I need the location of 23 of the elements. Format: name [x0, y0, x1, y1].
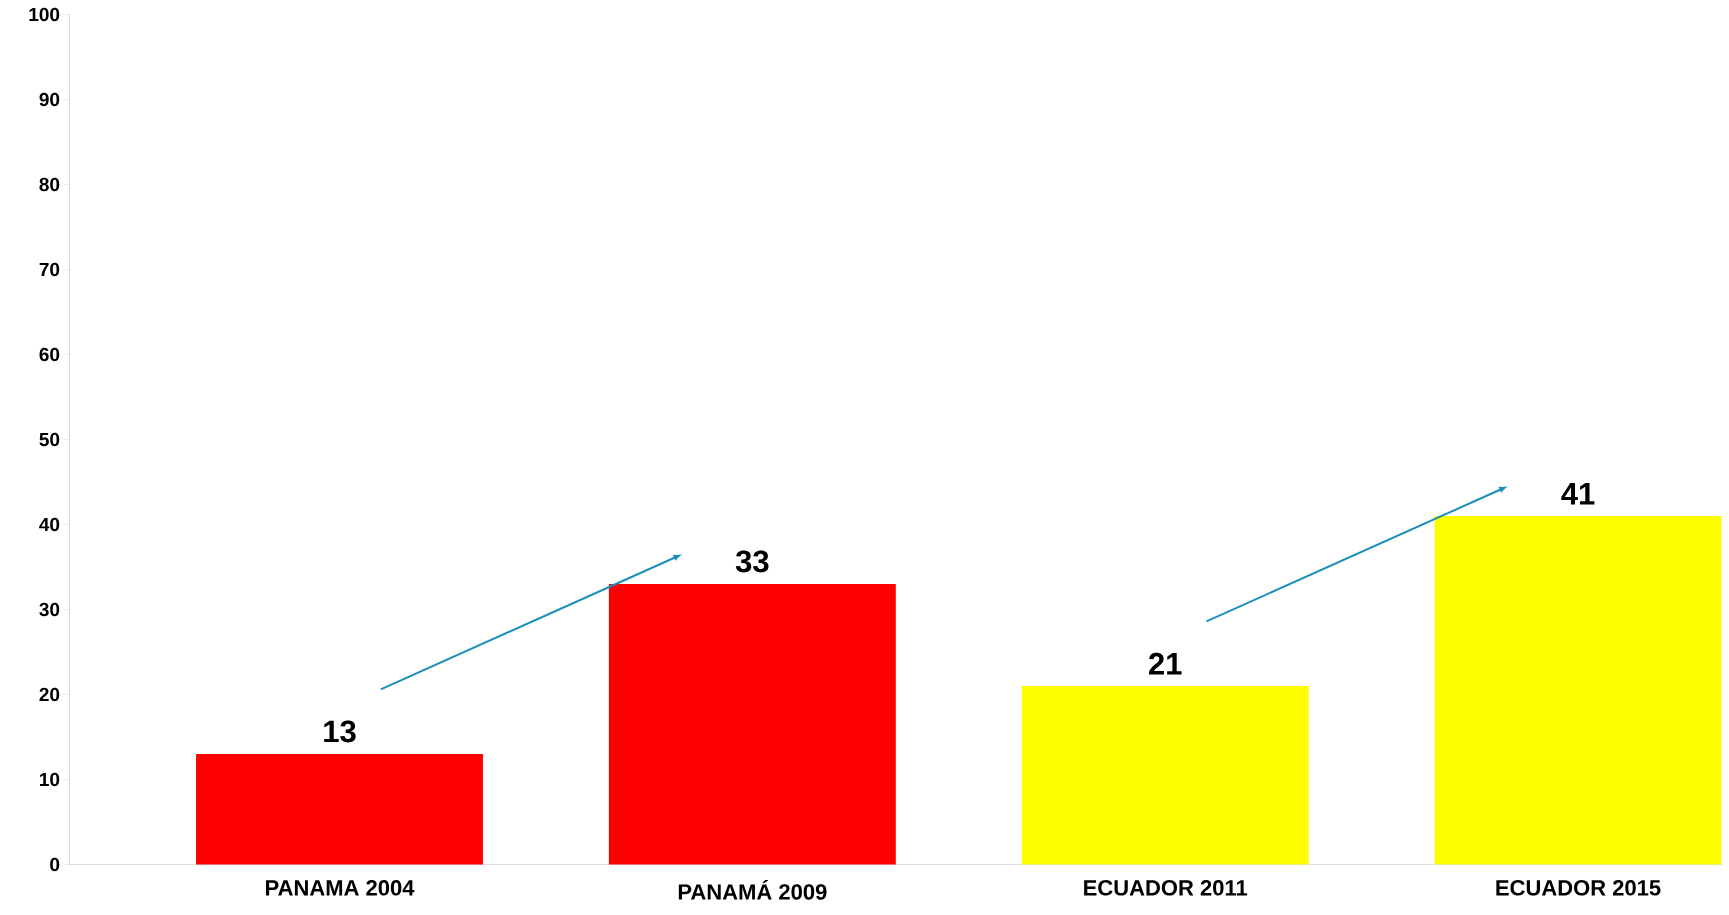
y-tick-label: 30 — [39, 602, 60, 617]
x-tick-label: ECUADOR 2015 — [1496, 880, 1661, 896]
y-tick-label: 100 — [29, 7, 60, 22]
y-tick-label: 40 — [39, 517, 60, 532]
y-tick-label: 10 — [40, 772, 60, 787]
x-tick-label: PANAMÁ 2009 — [678, 880, 827, 900]
x-tick-label: ECUADOR 2011 — [1084, 880, 1248, 896]
bar — [608, 583, 896, 865]
x-tick-label: PANAMA 2004 — [266, 880, 415, 896]
bar — [196, 753, 483, 865]
data-label: 21 — [1149, 652, 1182, 675]
y-tick-label: 90 — [39, 92, 60, 107]
y-tick-label: 20 — [39, 687, 60, 702]
data-label: 13 — [324, 720, 356, 743]
y-tick-label: 80 — [39, 177, 60, 192]
data-label: 33 — [735, 550, 769, 573]
y-tick-label: 50 — [39, 432, 60, 447]
y-tick-label: 70 — [39, 262, 60, 277]
data-label: 41 — [1561, 483, 1595, 505]
y-tick-label: 0 — [50, 857, 60, 872]
bar — [1434, 515, 1722, 865]
y-tick-label: 60 — [39, 347, 60, 362]
bar — [1021, 685, 1309, 865]
